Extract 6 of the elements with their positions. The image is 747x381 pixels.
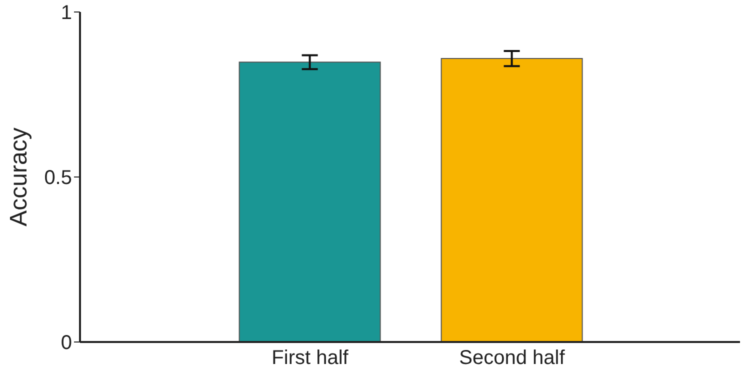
x-tick-label: Second half	[459, 347, 566, 370]
y-tick-label: 1	[60, 2, 72, 24]
y-tick-label: 0.5	[44, 167, 72, 190]
x-tick-label: First half	[272, 347, 349, 370]
y-tick-label: 0	[60, 332, 72, 354]
y-axis-title: Accuracy	[6, 128, 33, 226]
